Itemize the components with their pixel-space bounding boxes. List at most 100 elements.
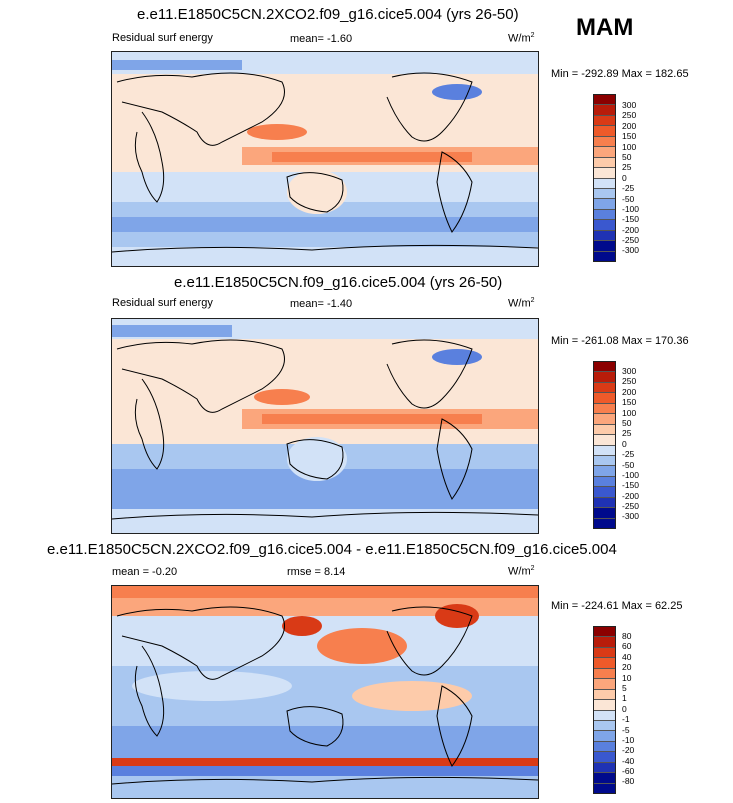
panel2-swatch <box>594 372 615 383</box>
cbar-label: 200 <box>622 120 637 131</box>
cbar-label: -200 <box>622 490 640 501</box>
panel1-map <box>111 51 539 267</box>
panel1-swatch <box>594 168 615 179</box>
cbar-label: 1 <box>622 693 627 704</box>
panel3-swatch <box>594 637 615 648</box>
panel3-swatch <box>594 668 615 680</box>
panel2-map-graphic <box>112 319 538 533</box>
cbar-label: 150 <box>622 131 637 142</box>
panel3-rmse: rmse = 8.14 <box>287 566 346 578</box>
panel2-units: W/m2 <box>508 297 535 310</box>
panel2-swatch <box>594 445 615 456</box>
cbar-label: 20 <box>622 662 632 673</box>
panel1-swatch <box>594 209 615 221</box>
cbar-label: -250 <box>622 235 640 246</box>
panel1-swatch <box>594 147 615 158</box>
cbar-label: 50 <box>622 151 632 162</box>
panel2-swatch <box>594 518 615 528</box>
panel1-swatch <box>594 199 615 210</box>
cbar-label: 100 <box>622 407 637 418</box>
cbar-label: 40 <box>622 651 632 662</box>
panel1-swatch <box>594 188 615 200</box>
cbar-label: -25 <box>622 449 635 460</box>
cbar-label: -1 <box>622 714 630 725</box>
cbar-label: 200 <box>622 386 637 397</box>
cbar-label: -100 <box>622 203 640 214</box>
cbar-label: -150 <box>622 214 640 225</box>
panel1-swatch <box>594 115 615 127</box>
panel2-swatch <box>594 455 615 467</box>
panel3-colorbar <box>593 626 616 794</box>
panel3-swatch <box>594 752 615 763</box>
panel1-mean: mean= -1.60 <box>290 33 353 45</box>
cbar-label: 0 <box>622 172 627 183</box>
cbar-label: -300 <box>622 245 640 256</box>
panel3-swatch <box>594 762 615 774</box>
panel2-field-label: Residual surf energy <box>112 297 213 309</box>
panel2-swatch <box>594 435 615 446</box>
cbar-label: 0 <box>622 438 627 449</box>
panel2-title: e.e11.E1850C5CN.f09_g16.cice5.004 (yrs 2… <box>174 274 503 291</box>
panel3-minmax: Min = -224.61 Max = 62.25 <box>551 600 683 612</box>
panel1-colorbar <box>593 94 616 262</box>
cbar-label: 100 <box>622 141 637 152</box>
cbar-label: 50 <box>622 417 632 428</box>
panel2-minmax: Min = -261.08 Max = 170.36 <box>551 335 689 347</box>
panel2-mean: mean= -1.40 <box>290 298 353 310</box>
cbar-label: -100 <box>622 469 640 480</box>
panel3-map-graphic <box>112 586 538 798</box>
cbar-label: 250 <box>622 110 637 121</box>
cbar-label: 250 <box>622 376 637 387</box>
cbar-label: 0 <box>622 703 627 714</box>
panel2-swatch <box>594 403 615 415</box>
cbar-label: -300 <box>622 511 640 522</box>
cbar-label: -40 <box>622 755 635 766</box>
panel1-swatch <box>594 126 615 137</box>
cbar-label: -50 <box>622 459 635 470</box>
cbar-label: 60 <box>622 641 632 652</box>
panel2-colorbar <box>593 361 616 529</box>
panel2-swatch <box>594 393 615 404</box>
cbar-label: 5 <box>622 682 627 693</box>
panel3-units: W/m2 <box>508 565 535 578</box>
cbar-label: -5 <box>622 724 630 735</box>
panel1-swatch <box>594 95 615 106</box>
panel2-swatch <box>594 476 615 488</box>
panel1-swatch <box>594 220 615 231</box>
panel2-swatch <box>594 362 615 373</box>
panel2-map <box>111 318 539 534</box>
cbar-label: -80 <box>622 776 635 787</box>
panel3-swatch <box>594 720 615 732</box>
panel1-map-graphic <box>112 52 538 266</box>
cbar-label: -150 <box>622 480 640 491</box>
cbar-label: 300 <box>622 366 637 376</box>
cbar-label: -250 <box>622 501 640 512</box>
panel1-units: W/m2 <box>508 32 535 45</box>
panel3-swatch <box>594 731 615 742</box>
panel3-swatch <box>594 710 615 721</box>
cbar-label: -200 <box>622 224 640 235</box>
panel1-title: e.e11.E1850C5CN.2XCO2.f09_g16.cice5.004 … <box>137 6 519 23</box>
panel3-swatch <box>594 647 615 659</box>
panel3-swatch <box>594 679 615 690</box>
panel3-swatch <box>594 783 615 793</box>
cbar-label: 80 <box>622 631 632 641</box>
cbar-label: -25 <box>622 183 635 194</box>
panel3-map <box>111 585 539 799</box>
panel3-swatch <box>594 773 615 784</box>
panel1-swatch <box>594 105 615 116</box>
panel1-colorbar-labels: 300 250 200 150 100 50 25 0 -25 -50 -100… <box>622 100 639 256</box>
panel3-swatch <box>594 700 615 711</box>
panel1-swatch <box>594 157 615 169</box>
cbar-label: 150 <box>622 397 637 408</box>
cbar-label: -50 <box>622 193 635 204</box>
panel3-title: e.e11.E1850C5CN.2XCO2.f09_g16.cice5.004 … <box>47 541 617 558</box>
panel2-swatch <box>594 497 615 509</box>
panel2-swatch <box>594 382 615 394</box>
panel2-swatch <box>594 414 615 425</box>
panel2-swatch <box>594 424 615 436</box>
panel3-swatch <box>594 741 615 753</box>
panel2-colorbar-labels: 300 250 200 150 100 50 25 0 -25 -50 -100… <box>622 366 639 522</box>
panel3-mean: mean = -0.20 <box>112 566 178 578</box>
panel1-swatch <box>594 136 615 148</box>
